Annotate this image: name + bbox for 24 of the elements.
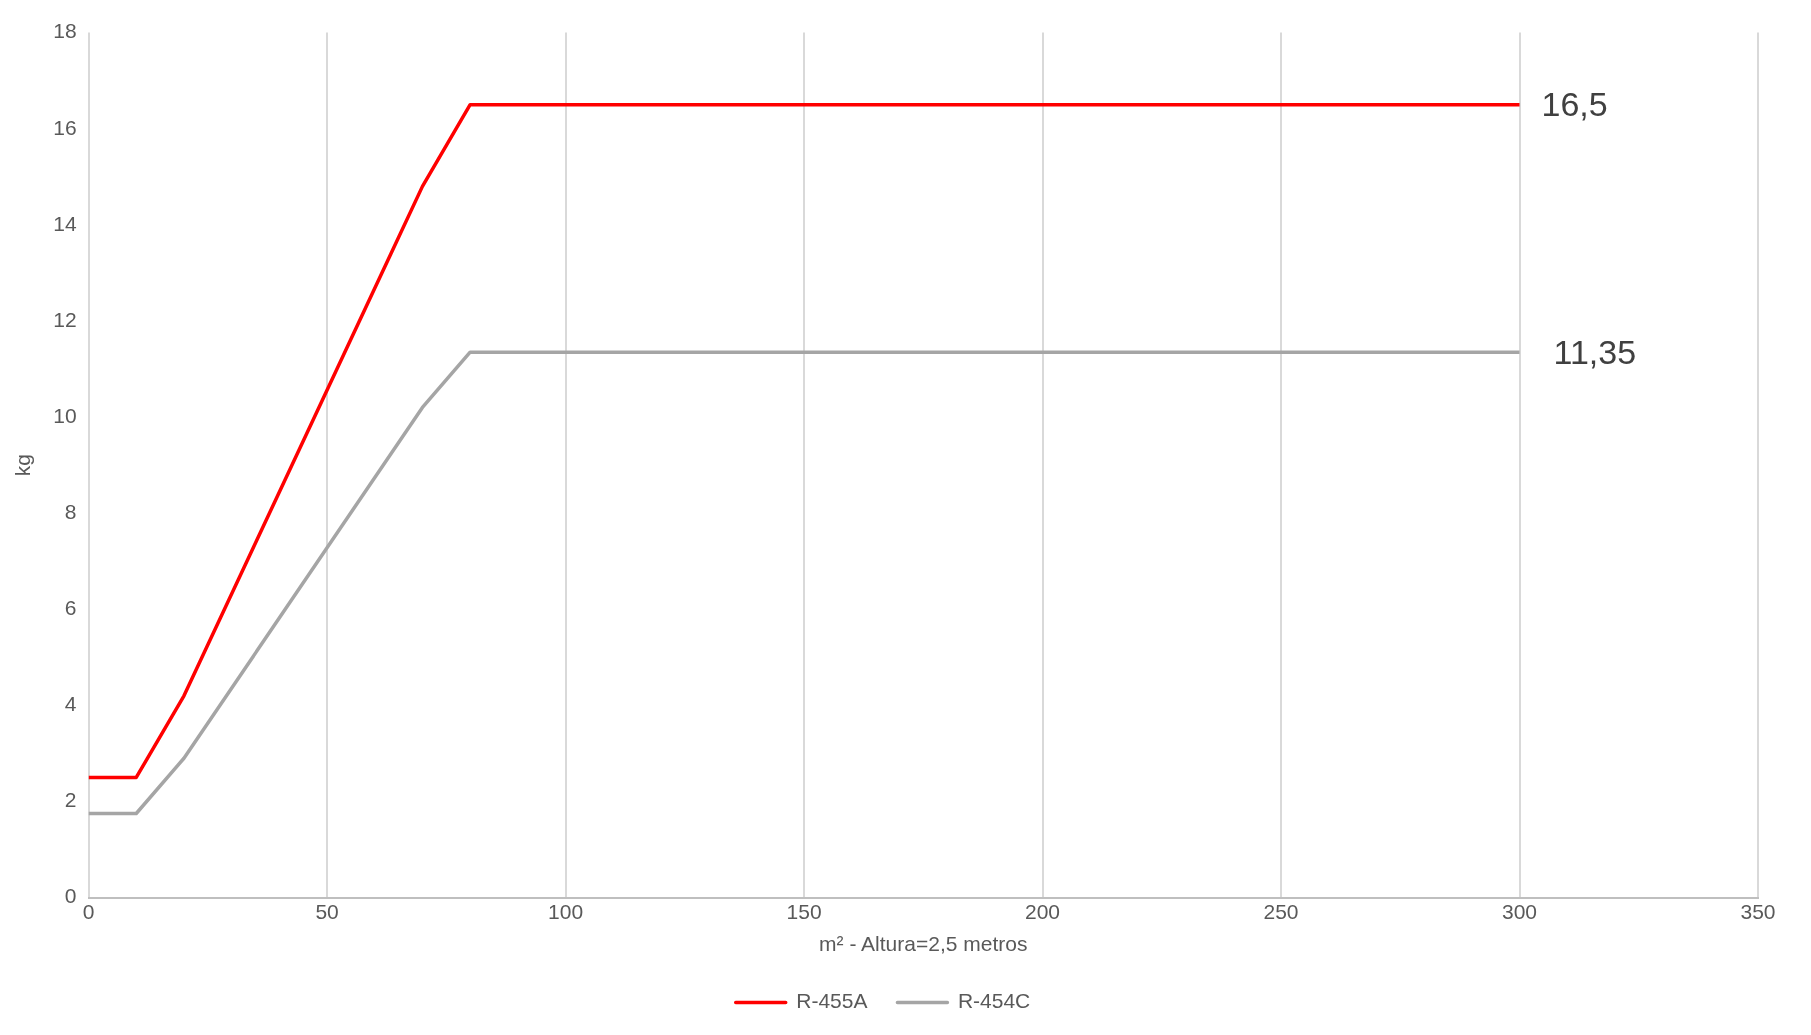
x-tick-label: 150 (786, 900, 822, 923)
legend-label: R-454C (957, 989, 1031, 1013)
annotation: 16,5 (1541, 85, 1608, 124)
y-tick-label: 10 (53, 403, 77, 427)
y-tick-label: 16 (53, 115, 77, 139)
y-tick-label: 2 (64, 788, 77, 812)
y-tick-label: 14 (53, 211, 77, 235)
annotation: 11,35 (1553, 332, 1637, 371)
y-axis-title: kg (11, 454, 35, 477)
x-tick-label: 100 (548, 900, 584, 923)
x-tick-label: 50 (315, 900, 339, 923)
y-tick-label: 12 (53, 307, 77, 331)
y-tick-label: 0 (64, 884, 77, 908)
x-tick-label: 250 (1263, 900, 1299, 923)
x-tick-label: 0 (82, 900, 95, 923)
x-tick-label: 300 (1501, 900, 1538, 923)
y-tick-label: 8 (64, 499, 77, 523)
x-axis-title: m² - Altura=2,5 metros (819, 932, 1028, 956)
y-tick-label: 4 (64, 692, 77, 716)
legend-label: R-455A (796, 989, 868, 1013)
x-tick-label: 200 (1025, 900, 1061, 923)
y-tick-label: 6 (64, 596, 77, 620)
x-tick-label: 350 (1740, 900, 1776, 923)
y-tick-label: 18 (53, 19, 77, 43)
